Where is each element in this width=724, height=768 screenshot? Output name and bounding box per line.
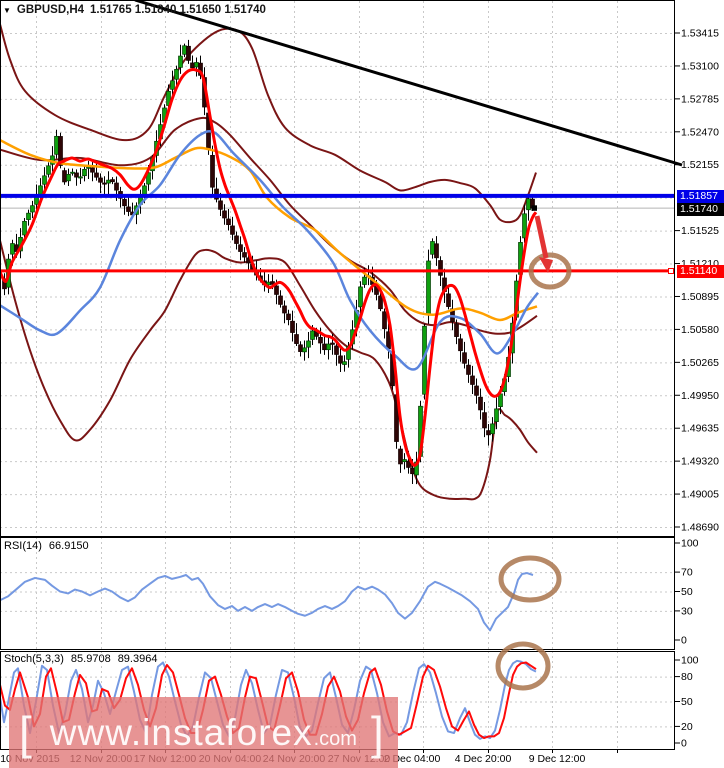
svg-text:1.51525: 1.51525	[681, 225, 719, 237]
highlight-circle-stoch	[495, 641, 551, 691]
svg-text:1.49950: 1.49950	[681, 390, 719, 402]
watermark-bracket-left: [	[19, 706, 32, 759]
svg-text:1.49320: 1.49320	[681, 456, 719, 468]
descending-trendline	[134, 0, 683, 167]
svg-text:50: 50	[681, 586, 693, 598]
svg-text:100: 100	[681, 538, 699, 550]
symbol-period: GBPUSD,H4	[16, 4, 85, 16]
svg-text:1.52470: 1.52470	[681, 126, 719, 138]
ohlc-values: 1.51765 1.51840 1.51650 1.51740	[90, 4, 266, 16]
watermark-domain: www.instaforex	[49, 711, 313, 753]
svg-text:1.52785: 1.52785	[681, 93, 719, 105]
svg-text:70: 70	[681, 567, 693, 579]
instaforex-watermark: [ www.instaforex .com ]	[9, 697, 398, 768]
svg-text:1.53415: 1.53415	[681, 28, 719, 40]
stoch-main-value: 85.9708	[70, 653, 111, 665]
sell-arrow-head	[539, 257, 553, 273]
svg-text:1.50580: 1.50580	[681, 324, 719, 336]
svg-text:9 Dec 12:00: 9 Dec 12:00	[529, 753, 586, 765]
sell-arrow	[534, 215, 549, 259]
svg-text:100: 100	[681, 655, 699, 667]
gridlines	[0, 1, 674, 749]
symbol-dropdown-icon[interactable]: ▼	[3, 5, 11, 15]
svg-text:4 Dec 20:00: 4 Dec 20:00	[455, 753, 512, 765]
annotations-layer	[134, 0, 683, 691]
main-plot	[0, 23, 674, 501]
svg-text:1.53100: 1.53100	[681, 60, 719, 72]
current-price-tag: 1.51740	[680, 203, 718, 215]
rsi-name: RSI(14)	[4, 540, 42, 552]
chart-title: ▼ GBPUSD,H4 1.51765 1.51840 1.51650 1.5174…	[3, 4, 266, 16]
current-tag-bg	[677, 203, 724, 216]
highlight-circle-rsi	[498, 555, 562, 603]
support-price-tag: 1.51140	[680, 265, 718, 277]
svg-text:1.48690: 1.48690	[681, 522, 719, 534]
svg-text:0: 0	[681, 635, 687, 647]
svg-text:1.49635: 1.49635	[681, 423, 719, 435]
rsi-value: 66.9150	[48, 540, 89, 552]
support-line-anchor-icon[interactable]	[668, 268, 674, 274]
support-tag-bg	[677, 265, 724, 278]
svg-text:1.52155: 1.52155	[681, 159, 719, 171]
svg-text:0: 0	[681, 738, 687, 750]
svg-text:1.49005: 1.49005	[681, 489, 719, 501]
rsi-plot	[0, 572, 534, 632]
stoch-name: Stoch(5,3,3)	[4, 653, 64, 665]
svg-text:20: 20	[681, 721, 693, 733]
rsi-indicator-label: RSI(14) 66.9150	[4, 540, 89, 552]
svg-text:50: 50	[681, 696, 693, 708]
watermark-bracket-right: ]	[370, 706, 384, 759]
svg-text:1.50895: 1.50895	[681, 291, 719, 303]
watermark-tld: .com	[313, 728, 357, 750]
stoch-indicator-label: Stoch(5,3,3) 85.9708 89.3964	[4, 653, 157, 665]
svg-text:1.50265: 1.50265	[681, 357, 719, 369]
svg-text:30: 30	[681, 605, 693, 617]
highlight-circle-main	[528, 252, 572, 290]
svg-text:80: 80	[681, 671, 693, 683]
resistance-tag-bg	[677, 190, 724, 203]
resistance-price-tag: 1.51857	[680, 190, 718, 202]
stoch-signal-value: 89.3964	[117, 653, 158, 665]
